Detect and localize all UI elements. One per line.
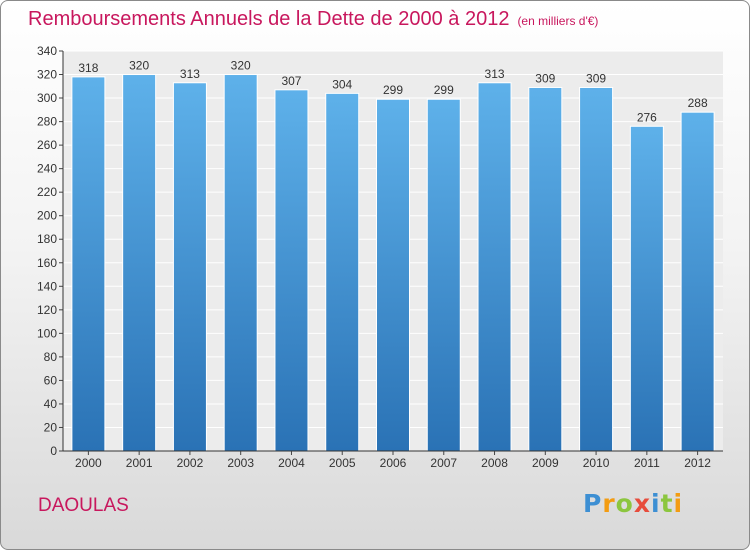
x-tick-label: 2006 [380, 456, 407, 470]
label-layer: 0 20 40 60 80 100 120 140 160 180 200 220 240 260 280 3… [37, 44, 711, 470]
x-tick-label: 2010 [583, 456, 610, 470]
y-tick-label: 240 [37, 162, 57, 176]
y-tick-label: 260 [37, 138, 57, 152]
x-tick-label: 2005 [329, 456, 356, 470]
y-tick-label: 120 [37, 303, 57, 317]
bar-value-label: 276 [637, 110, 657, 124]
y-tick-label: 180 [37, 232, 57, 246]
logo-letter: P [583, 489, 603, 518]
logo-letter: x [633, 489, 651, 518]
x-tick-label: 2011 [634, 456, 660, 470]
logo-letter: r [602, 489, 616, 518]
bar-2011 [629, 125, 664, 452]
chart-title: Remboursements Annuels de la Dette de 20… [28, 8, 598, 31]
y-tick-label: 200 [37, 209, 57, 223]
bar-2006 [376, 98, 410, 452]
bar-value-label: 304 [332, 77, 352, 91]
bar-2002 [172, 82, 207, 452]
bar-2012 [680, 111, 715, 452]
y-tick-label: 300 [37, 91, 57, 105]
bar-value-label: 309 [535, 71, 555, 85]
bar-2008 [477, 82, 512, 452]
bar-value-label: 320 [129, 59, 149, 73]
x-tick-label: 2001 [126, 456, 153, 470]
bar-value-label: 309 [586, 71, 606, 85]
y-tick-label: 60 [44, 373, 58, 387]
bar-value-label: 320 [231, 59, 251, 73]
bar-layer [71, 74, 715, 452]
y-tick-label: 340 [37, 44, 57, 58]
y-tick-label: 20 [44, 420, 58, 434]
bar-value-label: 313 [485, 67, 505, 81]
bar-value-label: 318 [78, 61, 98, 75]
bar-value-label: 313 [180, 67, 200, 81]
logo-letter: i [673, 489, 684, 518]
x-tick-label: 2004 [278, 456, 305, 470]
bar-2004 [274, 89, 309, 452]
logo-letter: i [651, 489, 661, 518]
y-tick-label: 160 [37, 256, 57, 270]
y-tick-label: 40 [44, 397, 58, 411]
x-tick-label: 2007 [430, 456, 457, 470]
axis-layer [59, 50, 723, 455]
x-tick-label: 2003 [227, 456, 254, 470]
y-tick-label: 140 [37, 279, 57, 293]
bar-value-label: 288 [688, 96, 708, 110]
y-tick-label: 220 [37, 185, 57, 199]
chart-subtitle: (en milliers d'€) [517, 14, 599, 28]
bar-2010 [579, 86, 614, 452]
x-tick-label: 2000 [75, 456, 102, 470]
y-tick-label: 0 [50, 444, 57, 458]
x-tick-label: 2008 [481, 456, 508, 470]
bar-2005 [325, 92, 360, 452]
bar-2009 [528, 86, 563, 452]
chart-title-main: Remboursements Annuels de la Dette de 20… [28, 8, 510, 30]
y-tick-label: 100 [37, 326, 57, 340]
y-tick-label: 320 [37, 68, 57, 82]
bar-2001 [122, 74, 157, 452]
commune-name: DAOULAS [38, 495, 129, 516]
bar-2003 [223, 74, 258, 452]
y-tick-label: 80 [44, 350, 58, 364]
x-tick-label: 2002 [177, 456, 204, 470]
bar-2000 [71, 76, 106, 452]
y-tick-label: 280 [37, 115, 57, 129]
bar-value-label: 299 [434, 83, 454, 97]
proxiti-logo[interactable]: Proxiti [583, 489, 683, 518]
logo-letter: o [615, 489, 634, 518]
logo-letter: t [660, 489, 674, 518]
bar-value-label: 299 [383, 83, 403, 97]
x-tick-label: 2009 [532, 456, 559, 470]
bar-value-label: 307 [281, 74, 301, 88]
x-tick-label: 2012 [684, 456, 711, 470]
bar-2007 [426, 98, 461, 452]
